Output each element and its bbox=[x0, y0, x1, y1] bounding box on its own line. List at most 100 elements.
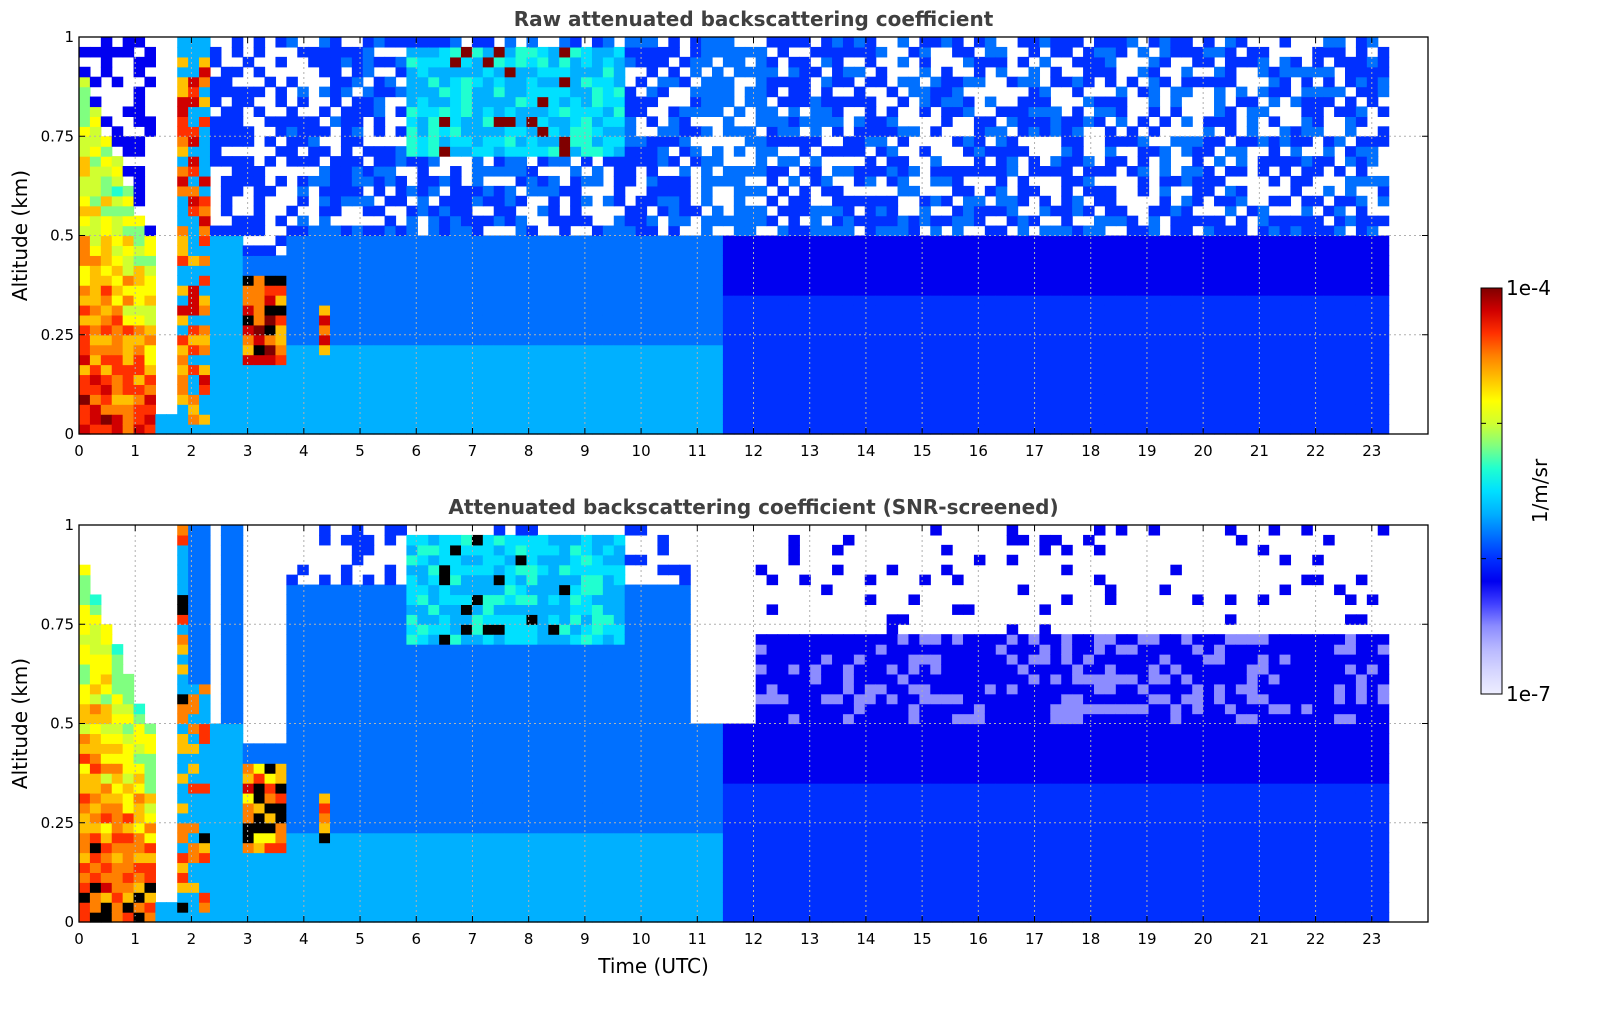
heatmap-cell bbox=[1159, 116, 1171, 127]
heatmap-cell bbox=[220, 654, 233, 665]
heatmap-cell bbox=[1115, 414, 1128, 425]
heatmap-cell bbox=[242, 265, 255, 276]
heatmap-cell bbox=[362, 604, 375, 615]
heatmap-cell bbox=[384, 146, 397, 157]
heatmap-cell bbox=[428, 265, 440, 276]
heatmap-cell bbox=[253, 205, 266, 217]
heatmap-cell bbox=[340, 126, 353, 137]
heatmap-cell bbox=[613, 374, 626, 385]
heatmap-cell bbox=[1159, 56, 1171, 68]
heatmap-cell bbox=[515, 255, 528, 266]
heatmap-cell bbox=[930, 245, 942, 256]
heatmap-cell bbox=[570, 86, 582, 98]
raw-x-ticks: 0 1 2 3 4 5 6 7 8 9 10 11 12 13 14 15 16 17 18 19 20 21 22 23 bbox=[74, 37, 1381, 460]
heatmap-cell bbox=[188, 604, 200, 615]
heatmap-cell bbox=[973, 374, 986, 385]
heatmap-cell bbox=[613, 126, 626, 137]
heatmap-cell bbox=[450, 344, 462, 356]
heatmap-cell bbox=[384, 534, 397, 546]
heatmap-cell bbox=[89, 892, 102, 903]
heatmap-cell bbox=[515, 414, 528, 425]
heatmap-cell bbox=[995, 255, 1008, 266]
heatmap-cell bbox=[1279, 304, 1292, 316]
heatmap-cell bbox=[450, 205, 462, 217]
heatmap-cell bbox=[351, 554, 364, 566]
heatmap-cell bbox=[646, 215, 659, 227]
heatmap-cell bbox=[493, 76, 506, 88]
heatmap-cell bbox=[89, 882, 102, 893]
heatmap-cell bbox=[744, 245, 757, 256]
heatmap-cell bbox=[1126, 235, 1139, 247]
heatmap-cell bbox=[373, 364, 386, 376]
heatmap-cell bbox=[1323, 275, 1335, 286]
heatmap-cell bbox=[1159, 334, 1171, 346]
heatmap-cell bbox=[89, 166, 102, 177]
heatmap-cell bbox=[319, 832, 331, 844]
heatmap-cell bbox=[810, 364, 822, 376]
heatmap-cell bbox=[220, 544, 233, 556]
heatmap-cell bbox=[471, 404, 484, 415]
heatmap-cell bbox=[1235, 235, 1248, 247]
heatmap-cell bbox=[537, 56, 549, 68]
heatmap-cell bbox=[668, 245, 680, 256]
heatmap-cell bbox=[602, 86, 615, 98]
heatmap-cell bbox=[1137, 414, 1150, 425]
heatmap-cell bbox=[275, 324, 287, 336]
heatmap-cell bbox=[297, 354, 309, 366]
heatmap-cell bbox=[79, 832, 91, 844]
heatmap-cell bbox=[351, 265, 364, 276]
heatmap-cell bbox=[1039, 324, 1051, 336]
heatmap-cell bbox=[275, 384, 287, 395]
heatmap-cell bbox=[319, 424, 331, 435]
heatmap-cell bbox=[1214, 215, 1226, 227]
heatmap-cell bbox=[297, 374, 309, 385]
heatmap-cell bbox=[1290, 175, 1302, 187]
heatmap-cell bbox=[100, 255, 113, 266]
heatmap-cell bbox=[199, 703, 211, 715]
heatmap-cell bbox=[133, 872, 146, 883]
heatmap-cell bbox=[864, 46, 877, 58]
heatmap-cell bbox=[417, 126, 429, 137]
heatmap-cell bbox=[548, 334, 560, 346]
heatmap-cell bbox=[111, 404, 124, 415]
heatmap-cell bbox=[395, 344, 408, 356]
heatmap-cell bbox=[930, 414, 942, 425]
heatmap-cell bbox=[406, 364, 418, 376]
heatmap-cell bbox=[581, 404, 593, 415]
heatmap-cell bbox=[482, 235, 495, 247]
heatmap-cell bbox=[493, 156, 506, 167]
heatmap-cell bbox=[1039, 106, 1051, 117]
heatmap-cell bbox=[362, 46, 375, 58]
heatmap-cell bbox=[1290, 334, 1302, 346]
heatmap-cell bbox=[1268, 86, 1281, 98]
heatmap-cell bbox=[679, 215, 691, 227]
heatmap-cell bbox=[908, 275, 920, 286]
heatmap-cell bbox=[384, 723, 397, 735]
heatmap-cell bbox=[1377, 215, 1390, 227]
heatmap-cell bbox=[886, 304, 899, 316]
heatmap-cell bbox=[1181, 225, 1193, 237]
heatmap-cell bbox=[1323, 384, 1335, 395]
heatmap-cell bbox=[264, 136, 277, 147]
heatmap-cell bbox=[1268, 116, 1281, 127]
heatmap-cell bbox=[635, 136, 648, 147]
heatmap-cell bbox=[351, 902, 364, 913]
heatmap-cell bbox=[635, 324, 648, 336]
heatmap-cell bbox=[1257, 414, 1270, 425]
heatmap-cell bbox=[701, 106, 713, 117]
heatmap-cell bbox=[319, 862, 331, 873]
heatmap-cell bbox=[188, 195, 200, 207]
heatmap-cell bbox=[624, 245, 637, 256]
heatmap-cell bbox=[89, 116, 102, 127]
heatmap-cell bbox=[504, 66, 517, 78]
heatmap-cell bbox=[973, 324, 986, 336]
heatmap-cell bbox=[319, 146, 331, 157]
heatmap-cell bbox=[995, 166, 1008, 177]
heatmap-cell bbox=[1072, 116, 1084, 127]
heatmap-cell bbox=[591, 424, 604, 435]
heatmap-cell bbox=[712, 314, 724, 326]
heatmap-cell bbox=[340, 56, 353, 68]
heatmap-cell bbox=[177, 374, 189, 385]
heatmap-cell bbox=[100, 792, 113, 804]
heatmap-cell bbox=[133, 703, 146, 715]
